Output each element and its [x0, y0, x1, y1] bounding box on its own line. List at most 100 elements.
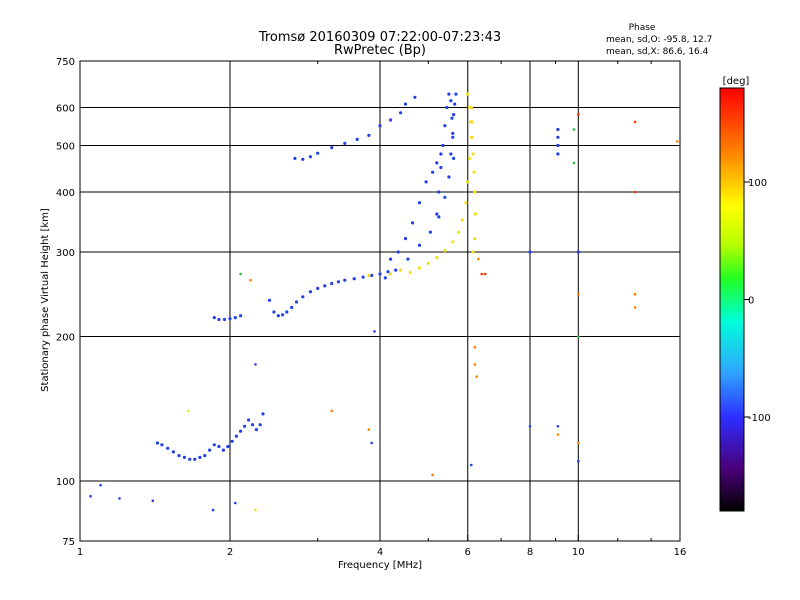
data-point-o	[261, 412, 265, 416]
x-tick-label: 8	[527, 547, 533, 558]
data-point-o	[417, 243, 422, 247]
data-point-scatter	[151, 499, 155, 503]
data-point-scatter	[633, 190, 637, 194]
data-point-o	[203, 454, 207, 458]
data-point-o	[406, 257, 410, 261]
data-point-o	[330, 281, 334, 286]
data-point-o	[576, 250, 580, 254]
data-point-o	[394, 268, 398, 272]
data-point-o	[447, 175, 451, 179]
data-point-o	[452, 113, 456, 117]
data-point-o	[276, 314, 280, 318]
data-point-scatter	[118, 497, 121, 500]
data-point-o	[272, 310, 276, 314]
data-point-o	[294, 300, 299, 304]
data-point-scatter	[577, 335, 580, 338]
data-point-o	[226, 444, 230, 449]
x-tick-label: 16	[674, 547, 687, 558]
data-point-scatter	[370, 441, 374, 445]
data-point-o	[451, 131, 455, 135]
data-point-o	[254, 428, 258, 432]
data-point-o	[439, 152, 443, 156]
data-point-x	[408, 270, 412, 274]
data-point-o	[217, 444, 221, 449]
data-point-scatter	[367, 428, 371, 431]
data-point-scatter	[633, 120, 637, 124]
data-point-o	[403, 237, 408, 241]
data-point-o	[171, 450, 175, 454]
y-tick-label: 200	[56, 333, 75, 344]
data-point-x	[472, 170, 476, 174]
data-point-o	[443, 124, 447, 128]
x-axis-label: Frequency [MHz]	[338, 560, 422, 571]
data-point-o	[439, 165, 443, 170]
data-point-o	[367, 133, 371, 137]
data-point-o	[441, 143, 445, 148]
data-point-o	[378, 124, 382, 128]
data-point-x	[469, 120, 473, 124]
data-point-o	[177, 454, 181, 458]
data-point-scatter	[330, 409, 334, 413]
data-point-o	[437, 215, 441, 219]
data-point-scatter	[234, 501, 237, 505]
data-point-scatter	[577, 292, 580, 296]
y-tick-label: 500	[56, 142, 75, 153]
data-point-o	[443, 195, 447, 199]
data-point-o	[424, 180, 428, 184]
chart-title: Tromsø 20160309 07:22:00-07:23:43	[258, 30, 501, 45]
x-tick-label: 6	[465, 547, 471, 558]
data-point-o	[352, 277, 356, 281]
data-points	[89, 92, 679, 512]
x-tick-label: 1	[77, 547, 83, 558]
data-point-o	[247, 418, 251, 422]
data-point-scatter	[633, 306, 637, 309]
data-point-o	[389, 257, 393, 261]
y-tick-label: 600	[56, 104, 75, 115]
data-point-o	[198, 455, 202, 459]
data-point-o	[361, 275, 365, 279]
data-point-o	[234, 434, 238, 438]
x-tick-label: 10	[572, 547, 585, 558]
data-point-o	[399, 111, 403, 115]
data-point-o	[301, 295, 305, 299]
data-point-o	[160, 443, 164, 447]
y-tick-label: 100	[56, 477, 75, 488]
data-point-o	[188, 457, 192, 461]
data-point-x	[426, 261, 430, 265]
chart-subtitle: RwPretec (Bp)	[334, 43, 426, 58]
data-point-x	[473, 190, 477, 194]
data-point-o	[330, 146, 334, 150]
data-point-o	[308, 155, 312, 159]
data-point-o	[435, 212, 439, 216]
data-point-o	[435, 161, 439, 165]
data-point-x	[464, 201, 468, 205]
data-point-scatter	[572, 161, 576, 165]
data-point-o	[528, 250, 532, 254]
data-point-o	[239, 314, 243, 318]
y-tick-labels: 75 100 200 300 400 500 600 750	[56, 57, 75, 548]
data-point-x	[451, 240, 455, 244]
y-tick-label: 400	[56, 188, 75, 199]
data-point-scatter	[480, 272, 484, 276]
data-point-o	[336, 280, 340, 284]
data-point-scatter	[475, 375, 478, 378]
data-point-x	[473, 212, 478, 216]
data-point-o	[389, 118, 393, 122]
legend-line-1: mean, sd,O: -95.8, 12.7	[606, 35, 712, 45]
colorbar: [deg] 100 0 -100	[719, 76, 771, 512]
data-point-o	[447, 92, 451, 96]
data-point-o	[383, 276, 387, 280]
data-point-x	[399, 268, 403, 272]
data-point-x	[435, 256, 439, 260]
data-point-scatter	[373, 330, 376, 333]
data-point-scatter	[473, 345, 477, 349]
data-point-o	[450, 116, 454, 120]
data-point-x	[473, 237, 477, 241]
data-point-o	[403, 102, 408, 106]
data-point-scatter	[483, 272, 487, 276]
data-point-o	[208, 448, 212, 452]
data-point-scatter	[99, 483, 102, 487]
data-point-o	[193, 457, 197, 461]
grid-lines	[79, 61, 681, 541]
